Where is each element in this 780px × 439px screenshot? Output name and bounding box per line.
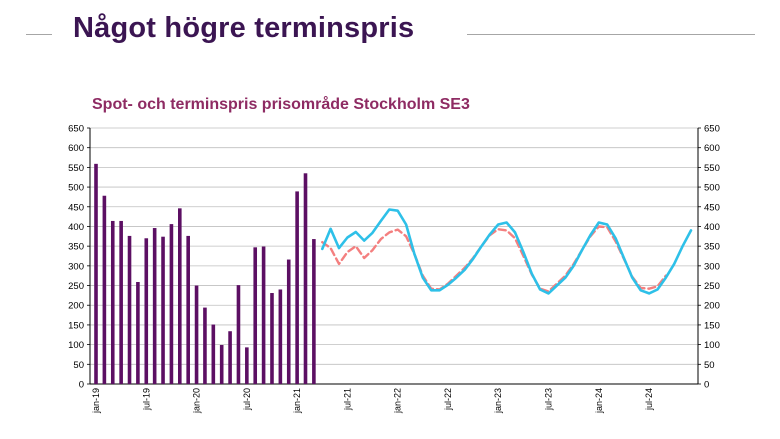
- x-tick-label: jul-19: [141, 388, 151, 411]
- x-tick-label: jan-24: [594, 388, 604, 414]
- bar: [312, 239, 316, 384]
- x-tick-label: jan-20: [192, 388, 202, 414]
- x-tick-label: jan-21: [292, 388, 302, 414]
- y-tick-label-right: 100: [704, 340, 720, 351]
- y-tick-label-right: 400: [704, 222, 720, 233]
- y-tick-label-left: 50: [73, 360, 84, 371]
- y-tick-label-left: 100: [68, 340, 84, 351]
- bar: [94, 163, 98, 384]
- x-tick-label: jul-20: [242, 388, 252, 411]
- x-tick-label: jan-19: [91, 388, 101, 414]
- y-tick-label-right: 200: [704, 301, 720, 312]
- y-tick-label-right: 650: [704, 124, 720, 135]
- title-rule-left: [26, 34, 52, 35]
- x-axis: jan-19 jul-19 jan-20 jul-20 jan-21 jul-21 jan-…: [91, 388, 654, 414]
- bar: [186, 235, 190, 384]
- bar: [286, 259, 291, 384]
- y-tick-label-left: 550: [68, 163, 84, 174]
- slide-title: Något högre terminspris: [73, 12, 415, 44]
- chart-title: Spot- och terminspris prisområde Stockho…: [92, 96, 470, 113]
- bar: [136, 281, 140, 384]
- y-tick-label-right: 150: [704, 320, 720, 331]
- y-tick-label-left: 250: [68, 281, 84, 292]
- bar: [110, 220, 115, 384]
- bar: [253, 247, 258, 384]
- bar: [161, 236, 165, 384]
- bar: [169, 224, 174, 384]
- y-tick-label-right: 0: [704, 380, 709, 391]
- y-tick-label-right: 350: [704, 242, 720, 253]
- y-axis-right: 0 50 100 150 200 250 300 350 400 450 500 550 600 650: [697, 124, 720, 391]
- y-tick-label-right: 300: [704, 261, 720, 272]
- y-tick-label-right: 250: [704, 281, 720, 292]
- bar: [278, 289, 283, 384]
- bar: [270, 293, 274, 384]
- bar: [303, 173, 308, 384]
- forward-line-solid: [320, 208, 693, 295]
- bar: [178, 208, 182, 384]
- y-axis-left: 0 50 100 150 200 250 300 350 400 450 500 550 600 650: [68, 124, 91, 391]
- bar: [261, 246, 266, 384]
- y-tick-label-left: 150: [68, 320, 84, 331]
- forward-line-dashed: [321, 225, 667, 293]
- y-tick-label-right: 50: [704, 360, 715, 371]
- y-tick-label-left: 650: [68, 124, 84, 135]
- y-tick-label-right: 600: [704, 143, 720, 154]
- y-tick-label-left: 0: [79, 380, 84, 391]
- bar: [144, 238, 149, 384]
- y-tick-label-left: 200: [68, 301, 84, 312]
- y-tick-label-left: 300: [68, 261, 84, 272]
- y-tick-label-left: 500: [68, 183, 84, 194]
- bar: [152, 228, 157, 384]
- x-tick-label: jan-22: [393, 388, 403, 414]
- bar: [295, 191, 299, 384]
- y-tick-label-left: 450: [68, 202, 84, 213]
- y-tick-label-right: 550: [704, 163, 720, 174]
- bar: [228, 331, 232, 384]
- bar: [127, 235, 132, 384]
- bar: [236, 285, 241, 384]
- bar: [203, 307, 207, 384]
- bar: [194, 285, 199, 384]
- x-tick-label: jul-23: [544, 388, 554, 411]
- title-rule-right: [467, 34, 755, 35]
- x-tick-label: jul-24: [644, 388, 654, 411]
- x-tick-label: jul-21: [342, 388, 352, 411]
- bar-series: [94, 163, 316, 384]
- line-series: [320, 208, 693, 295]
- y-tick-label-left: 400: [68, 222, 84, 233]
- y-tick-label-right: 500: [704, 183, 720, 194]
- bar: [102, 195, 107, 384]
- x-tick-label: jul-22: [443, 388, 453, 411]
- x-tick-label: jan-23: [493, 388, 503, 414]
- y-tick-label-left: 600: [68, 143, 84, 154]
- bar: [245, 347, 249, 384]
- bar: [119, 220, 123, 384]
- y-tick-label-left: 350: [68, 242, 84, 253]
- bar: [211, 324, 216, 384]
- gridlines: [90, 127, 698, 385]
- y-tick-label-right: 450: [704, 202, 720, 213]
- bar: [219, 345, 224, 384]
